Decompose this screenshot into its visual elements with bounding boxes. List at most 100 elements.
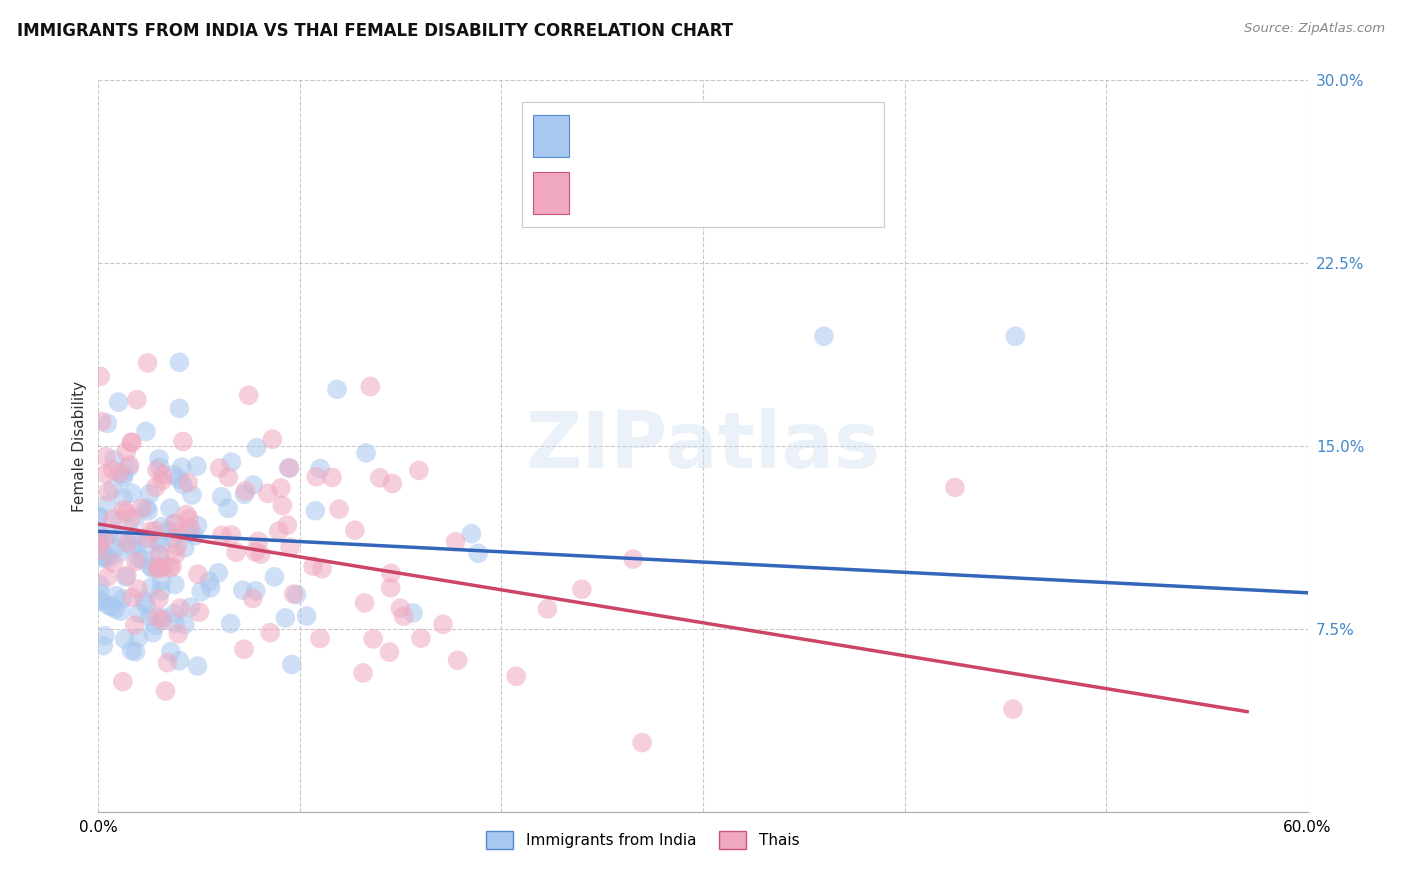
Point xyxy=(165,547,187,561)
Point xyxy=(150,561,173,575)
Point xyxy=(115,505,138,519)
Point xyxy=(121,591,143,605)
Point xyxy=(152,613,174,627)
Point xyxy=(207,566,229,580)
Point xyxy=(97,599,120,613)
Point xyxy=(165,516,187,531)
Point xyxy=(87,510,110,524)
Point xyxy=(233,487,256,501)
Point xyxy=(179,521,201,535)
Point xyxy=(326,382,349,396)
Point xyxy=(813,329,835,343)
Point xyxy=(402,606,425,620)
Point xyxy=(139,559,162,574)
Point xyxy=(467,546,489,560)
Point xyxy=(110,604,132,618)
Point xyxy=(97,528,120,542)
Point xyxy=(281,657,304,672)
Point xyxy=(238,388,260,402)
Point xyxy=(138,609,160,624)
Point xyxy=(101,482,124,496)
Point xyxy=(536,602,558,616)
Point xyxy=(186,518,208,533)
Point xyxy=(150,519,173,533)
Point xyxy=(505,669,527,683)
Point xyxy=(87,526,110,541)
Point xyxy=(256,486,278,500)
Point xyxy=(263,570,285,584)
Point xyxy=(139,524,162,539)
Point xyxy=(353,596,375,610)
Point xyxy=(121,435,143,450)
Point xyxy=(460,526,482,541)
Point xyxy=(621,552,644,566)
Point xyxy=(141,561,163,575)
Point xyxy=(208,461,231,475)
Point xyxy=(149,548,172,562)
Point xyxy=(97,484,120,499)
Point xyxy=(221,455,243,469)
Point xyxy=(267,524,290,538)
Point xyxy=(309,461,332,475)
Point xyxy=(380,581,402,595)
Point xyxy=(127,582,149,596)
Point xyxy=(167,524,190,539)
Point xyxy=(94,550,117,565)
Point xyxy=(146,560,169,574)
Point xyxy=(148,548,170,562)
Point xyxy=(112,502,135,516)
Point xyxy=(169,355,191,369)
Point xyxy=(114,632,136,646)
Point xyxy=(170,460,193,475)
Text: IMMIGRANTS FROM INDIA VS THAI FEMALE DISABILITY CORRELATION CHART: IMMIGRANTS FROM INDIA VS THAI FEMALE DIS… xyxy=(17,22,733,40)
Point xyxy=(167,626,190,640)
Point xyxy=(311,562,333,576)
Point xyxy=(172,434,194,449)
Point xyxy=(101,463,124,477)
Text: ZIPatlas: ZIPatlas xyxy=(526,408,880,484)
Point xyxy=(274,611,297,625)
Point xyxy=(111,674,134,689)
Point xyxy=(96,499,118,513)
Point xyxy=(381,476,404,491)
Point xyxy=(96,570,118,584)
Point xyxy=(246,441,269,455)
Point xyxy=(143,618,166,632)
Point xyxy=(186,459,208,474)
Point xyxy=(122,529,145,543)
Point xyxy=(146,463,169,477)
Point xyxy=(225,545,247,559)
Point xyxy=(328,502,350,516)
Point xyxy=(200,581,222,595)
Point xyxy=(142,625,165,640)
Point xyxy=(150,474,173,488)
Point xyxy=(169,601,191,615)
Point xyxy=(148,451,170,466)
Point xyxy=(115,568,138,582)
Point xyxy=(169,654,191,668)
Point xyxy=(101,512,124,526)
Point xyxy=(97,551,120,566)
Point xyxy=(94,467,117,481)
Point xyxy=(121,539,143,553)
Point xyxy=(163,616,186,631)
Point xyxy=(90,415,112,429)
Point xyxy=(124,618,146,632)
Point xyxy=(232,583,254,598)
Point xyxy=(128,607,150,621)
Point xyxy=(121,643,143,657)
Point xyxy=(114,570,136,584)
Point xyxy=(89,537,111,551)
Point xyxy=(112,467,135,482)
Point xyxy=(304,504,326,518)
Point xyxy=(530,159,553,173)
Point xyxy=(271,499,294,513)
Point xyxy=(211,528,233,542)
Point xyxy=(309,632,332,646)
Point xyxy=(444,534,467,549)
Point xyxy=(128,551,150,566)
Point xyxy=(181,488,204,502)
Point xyxy=(295,609,318,624)
Point xyxy=(183,529,205,543)
Point xyxy=(120,435,142,450)
